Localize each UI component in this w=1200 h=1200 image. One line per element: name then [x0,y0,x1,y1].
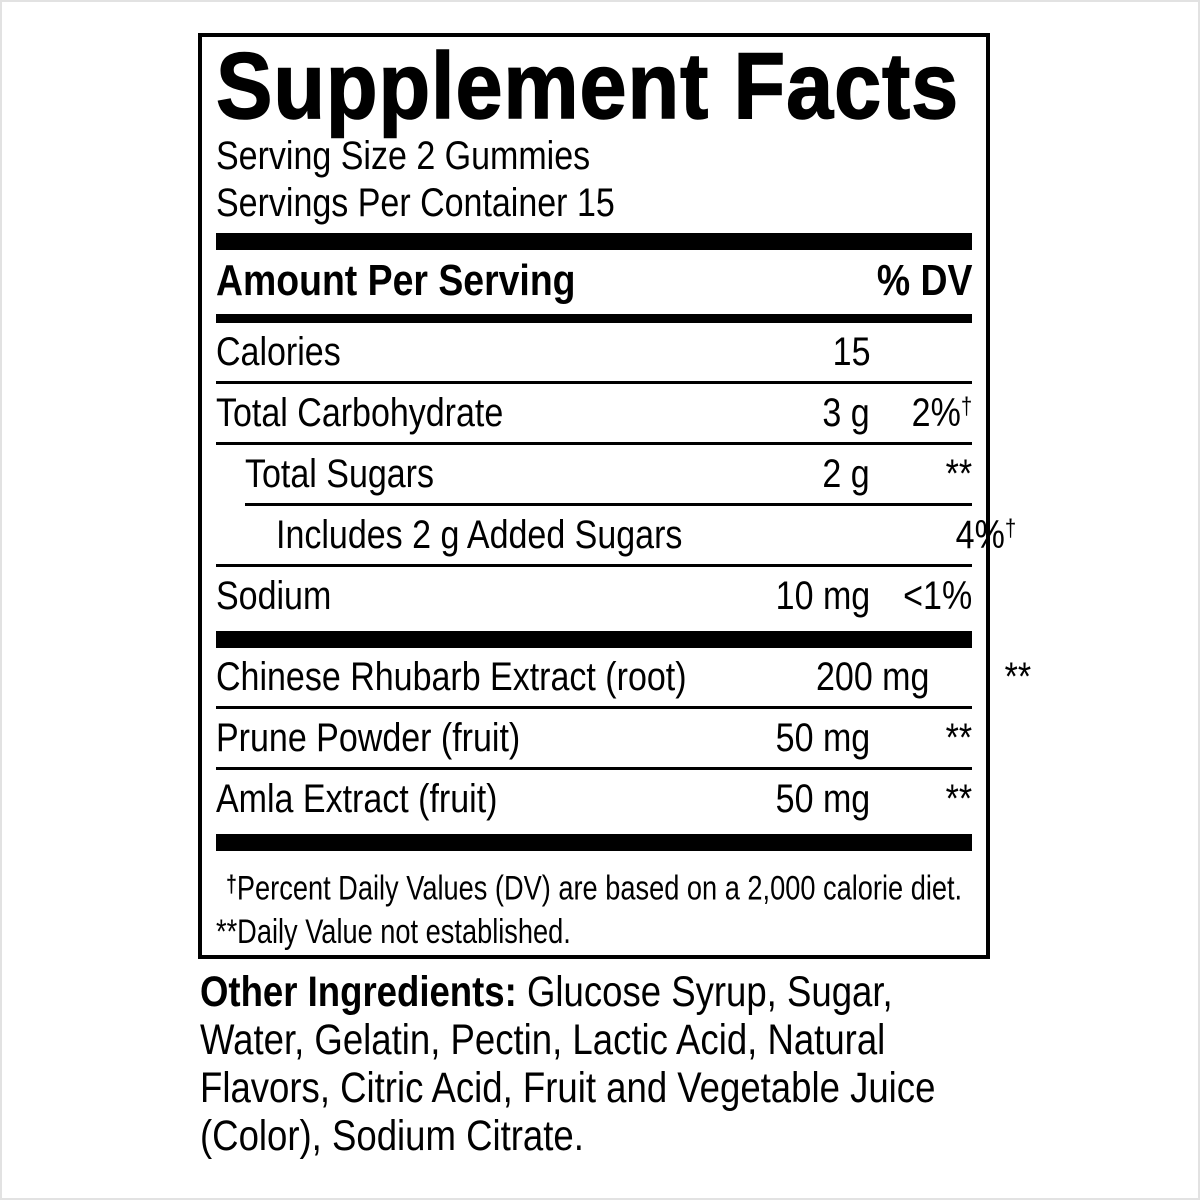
divider-thick [216,834,972,852]
fact-amount-text: 50 mg [775,776,870,821]
other-ingredients-lead: Other Ingredients: [200,968,527,1016]
fact-name-cell: Sodium [216,574,710,619]
fact-amount-text: 50 mg [775,715,870,760]
fact-dv-text: ** [1005,654,1032,699]
fact-dv-cell: ** [930,654,1032,700]
fact-dv-cell: 2%† [870,391,972,436]
divider-medium-header [216,314,972,324]
other-ingredients-text: Flavors, Citric Acid, Fruit and Vegetabl… [200,1064,936,1112]
fact-dv-text: ** [945,776,972,821]
facts-rows: Calories 15 Total Carbohydrate 3 g 2%† Total … [216,323,1032,852]
fact-dv-cell: 4%† [914,513,1016,558]
fact-amount-text: 200 mg [816,654,930,699]
fact-row: Amla Extract (fruit) 50 mg ** [216,770,972,828]
fact-dv-text: 4%† [955,512,1017,557]
fact-row: Total Carbohydrate 3 g 2%† [216,384,972,442]
row-separator [216,706,972,710]
fact-name-text: Prune Powder (fruit) [216,715,521,760]
fact-name-cell: Total Carbohydrate [216,391,710,436]
fact-name-text: Total Sugars [245,451,434,496]
other-ingredients-text: (Color), Sodium Citrate. [200,1112,584,1160]
other-ingredients-text: Other Ingredients: Glucose Syrup, Sugar, [200,968,893,1016]
fact-dv-text: 2%† [911,390,972,435]
fact-amount-cell: 200 mg [770,654,930,700]
footnote-line: †Percent Daily Values (DV) are based on … [216,863,972,910]
fact-row: Sodium 10 mg <1% [216,567,972,625]
fact-name-cell: Chinese Rhubarb Extract (root) [216,655,770,700]
fact-row: Total Sugars 2 g ** [216,445,972,503]
column-header-row: Amount Per Serving % DV [216,250,972,314]
row-separator [216,381,972,385]
dv-dagger: † [960,392,972,420]
fact-amount-cell: 2 g [710,452,870,497]
fact-row: Includes 2 g Added Sugars 4%† [216,506,1016,564]
other-ingredients-line: Flavors, Citric Acid, Fruit and Vegetabl… [200,1064,1160,1112]
supplement-facts-panel: Supplement Facts Serving Size 2 Gummies … [198,33,1032,959]
fact-name-text: Amla Extract (fruit) [216,776,498,821]
fact-amount-text: 10 mg [775,573,870,618]
divider-thick [216,631,972,649]
footnotes: †Percent Daily Values (DV) are based on … [216,851,972,953]
fact-name-text: Includes 2 g Added Sugars [276,512,683,557]
row-separator [216,767,972,771]
other-ingredients-line: (Color), Sodium Citrate. [200,1112,1160,1160]
servings-per-container-line: Servings Per Container 15 [216,180,972,227]
fact-name-text: Total Carbohydrate [216,390,504,435]
fact-name-text: Sodium [216,573,332,618]
fact-name-cell: Includes 2 g Added Sugars [216,513,754,558]
footnote-dagger-marker: † [226,871,237,899]
footnote-text: **Daily Value not established. [216,912,571,951]
fact-dv-text: ** [945,715,972,760]
fact-amount-cell: 10 mg [710,574,870,619]
fact-dv-cell: ** [870,777,972,822]
panel-title-text: Supplement Facts [215,33,960,138]
serving-size-line: Serving Size 2 Gummies [216,133,972,180]
fact-dv-text: <1% [903,573,972,618]
fact-name-cell: Total Sugars [216,452,710,497]
fact-name-text: Calories [216,329,341,374]
servings-per-container-text: Servings Per Container 15 [216,181,615,225]
row-separator [216,442,972,446]
other-ingredients-line: Other Ingredients: Glucose Syrup, Sugar, [200,968,1160,1016]
fact-row: Chinese Rhubarb Extract (root) 200 mg ** [216,648,1032,706]
fact-name-cell: Prune Powder (fruit) [216,716,710,761]
fact-dv-cell: ** [870,716,972,761]
panel-title: Supplement Facts [215,33,972,138]
fact-row: Prune Powder (fruit) 50 mg ** [216,709,972,767]
divider-thick-top [216,233,972,250]
fact-amount-cell: 15 [710,330,870,375]
footnote-line: **Daily Value not established. [216,911,972,954]
fact-name-cell: Amla Extract (fruit) [216,777,710,822]
fact-amount-cell: 50 mg [710,716,870,761]
other-ingredients: Other Ingredients: Glucose Syrup, Sugar,… [200,968,1160,1160]
fact-dv-cell: <1% [870,574,972,619]
fact-dv-cell: ** [870,452,972,497]
fact-amount-text: 3 g [822,390,870,435]
fact-amount-text: 15 [832,329,870,374]
serving-size-text: Serving Size 2 Gummies [216,134,591,178]
row-separator [216,564,972,568]
percent-dv-header: % DV [876,256,972,305]
other-ingredients-line: Water, Gelatin, Pectin, Lactic Acid, Nat… [200,1016,1160,1064]
amount-per-serving-header: Amount Per Serving [216,256,576,305]
other-ingredients-text: Water, Gelatin, Pectin, Lactic Acid, Nat… [200,1016,886,1064]
fact-amount-cell: 50 mg [710,777,870,822]
fact-name-text: Chinese Rhubarb Extract (root) [216,654,687,699]
fact-amount-text: 2 g [822,451,870,496]
fact-amount-cell: 3 g [710,391,870,436]
dv-dagger: † [1004,514,1017,542]
fact-row: Calories 15 [216,323,972,381]
fact-dv-text: ** [945,451,972,496]
footnote-text: †Percent Daily Values (DV) are based on … [226,869,963,908]
row-separator-indented [245,503,972,507]
fact-name-cell: Calories [216,330,710,375]
